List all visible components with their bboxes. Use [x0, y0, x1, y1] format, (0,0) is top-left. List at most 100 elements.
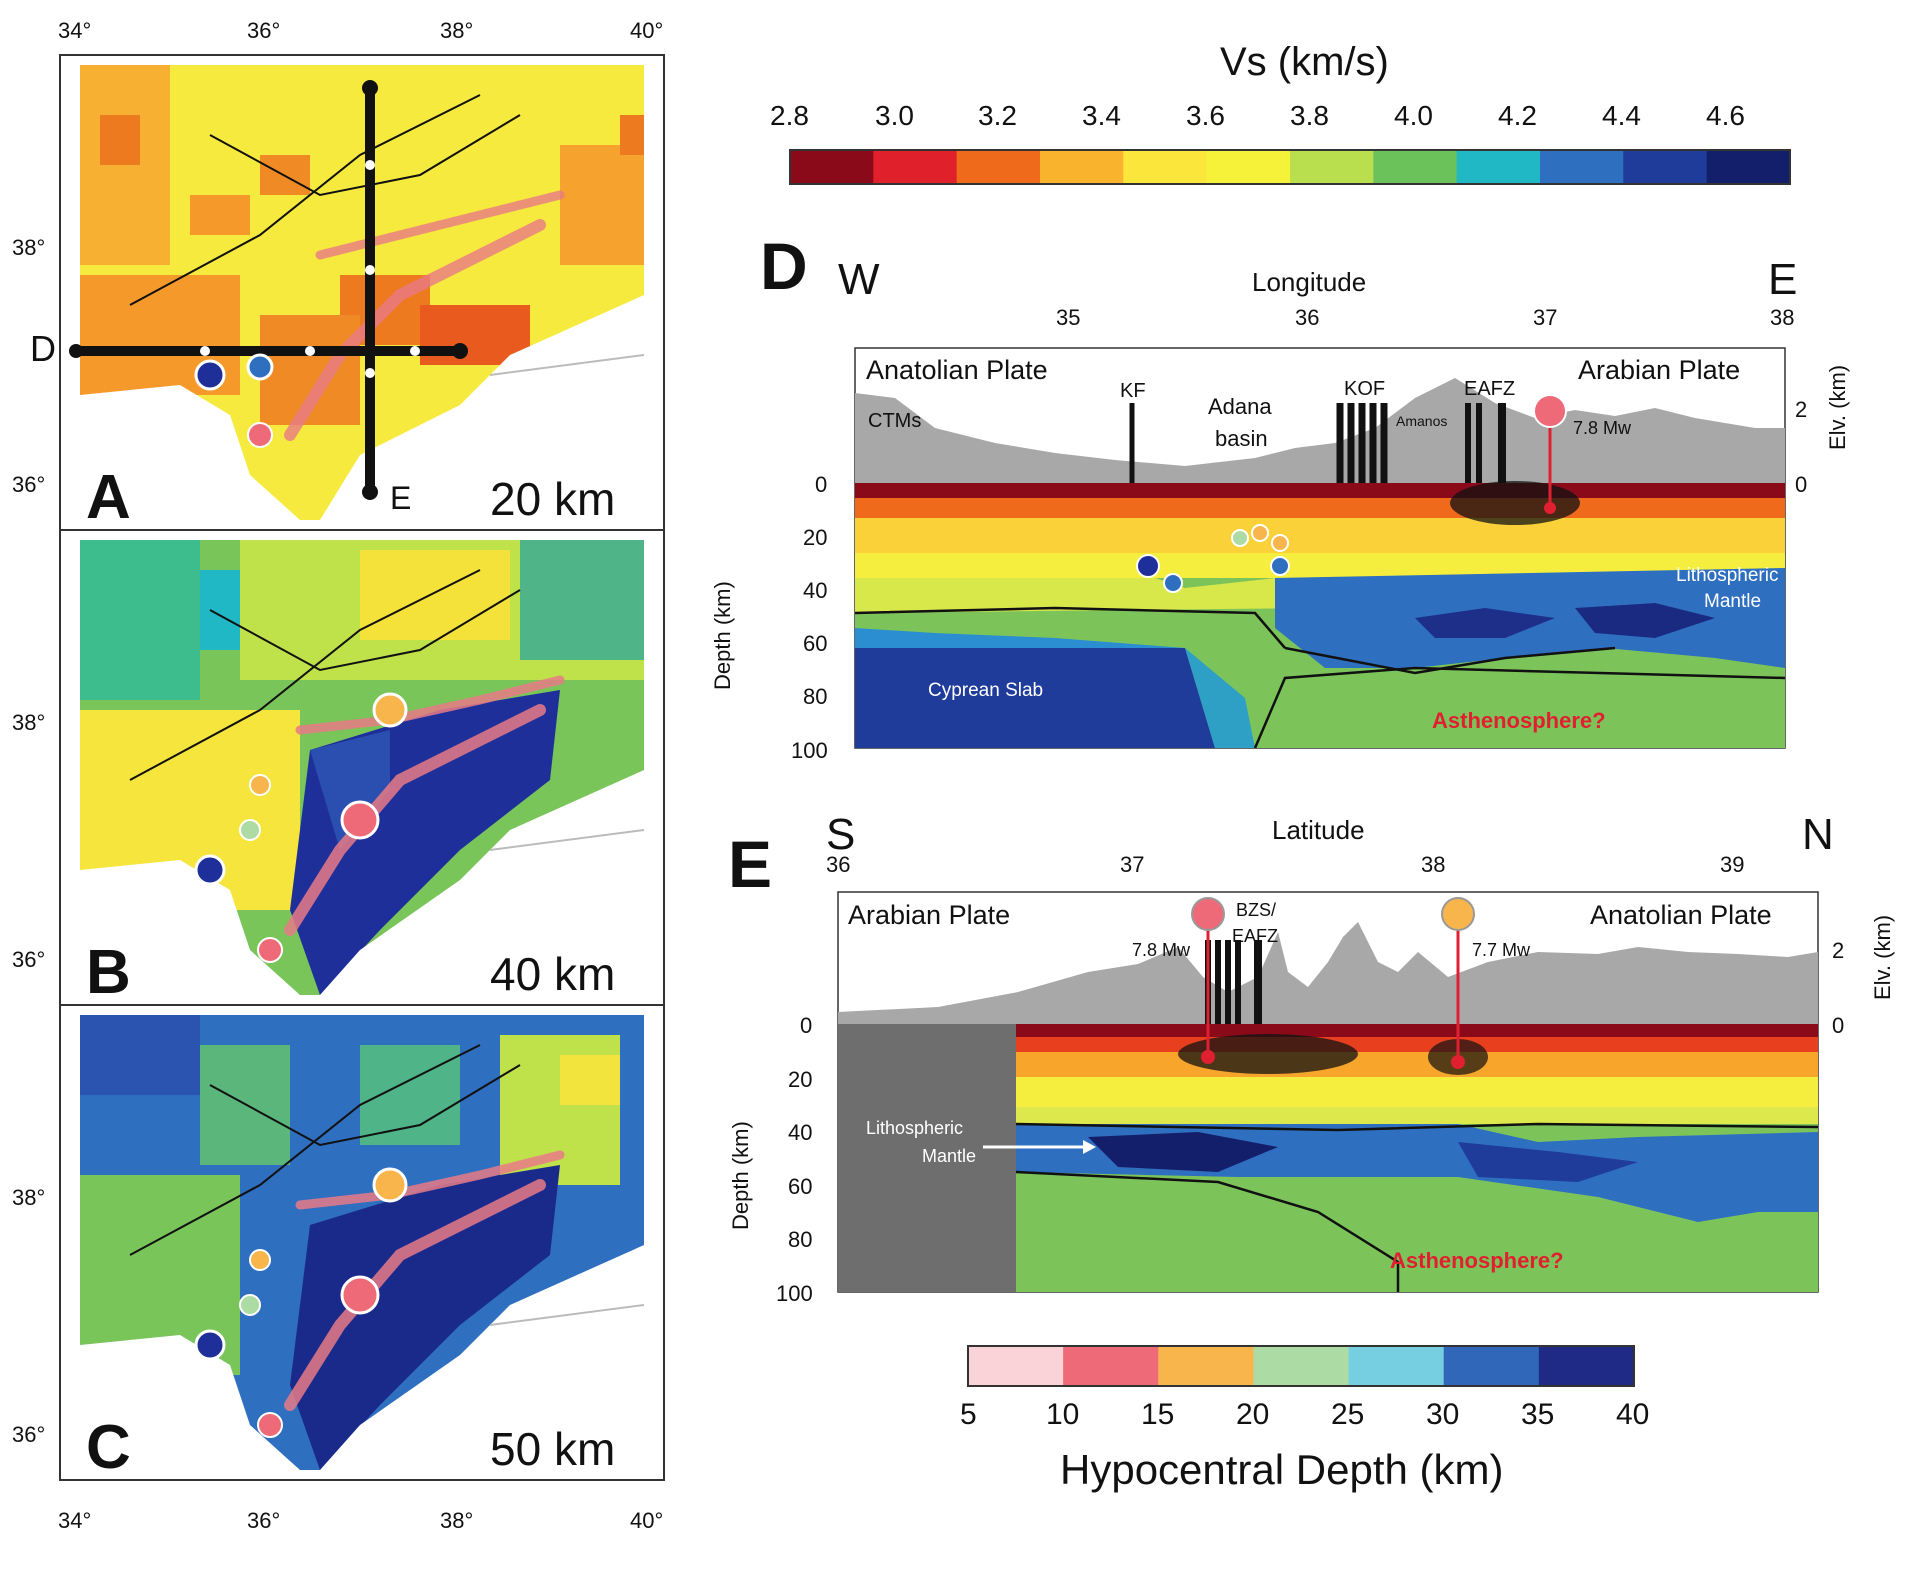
map-top-tick: 40°: [630, 18, 664, 43]
depth-tick: 35: [1521, 1398, 1555, 1431]
section-d-label-mw: 7.8 Mw: [1573, 418, 1632, 438]
section-e-y-tick: 100: [776, 1281, 813, 1306]
depth-colorbar-segment: [1253, 1346, 1350, 1386]
section-e-y-label: Depth (km): [728, 1121, 753, 1230]
vs-tick: 2.8: [770, 100, 809, 131]
map-lat-tick: 38°: [12, 710, 46, 735]
vs-colorbar-segment: [1373, 150, 1458, 184]
map-panel-depth-label: 40 km: [490, 948, 616, 1000]
depth-colorbar-segment: [1348, 1346, 1445, 1386]
depth-tick: 5: [960, 1398, 977, 1431]
section-e-plot: [837, 891, 1819, 1293]
section-d-east-label: E: [1768, 255, 1798, 304]
section-d-elv-tick: 0: [1795, 472, 1808, 497]
section-e-x-tick: 37: [1120, 852, 1145, 877]
map-lat-tick: 38°: [12, 235, 46, 260]
depth-tick: 25: [1331, 1398, 1365, 1431]
section-e-y-tick: 40: [788, 1120, 813, 1145]
vs-colorbar-segment: [1123, 150, 1208, 184]
profile-d-label: D: [30, 328, 56, 369]
vs-colorbar-segment: [956, 150, 1041, 184]
section-e-x-tick: 38: [1421, 852, 1446, 877]
section-e-y-tick: 60: [788, 1174, 813, 1199]
section-e-x-tick: 36: [826, 852, 851, 877]
depth-tick: 15: [1141, 1398, 1175, 1431]
vs-tick: 3.6: [1186, 100, 1225, 131]
vs-tick: 4.4: [1602, 100, 1641, 131]
section-d-x-tick: 37: [1533, 305, 1558, 330]
map-panel-b: [59, 529, 665, 1006]
section-e-label-mw2: 7.7 Mw: [1472, 940, 1531, 960]
vs-tick: 4.2: [1498, 100, 1537, 131]
map-panel-depth-label: 20 km: [490, 473, 616, 525]
profile-e-label: E: [390, 480, 412, 516]
section-d-label-kf: KF: [1120, 380, 1146, 402]
map-panel-letter: C: [86, 1413, 131, 1482]
map-lat-tick: 36°: [12, 472, 46, 497]
section-d-letter: D: [760, 229, 808, 303]
vs-tick: 4.0: [1394, 100, 1433, 131]
map-panel-letter: B: [86, 938, 131, 1007]
map-top-tick: 38°: [440, 18, 474, 43]
vs-colorbar-segment: [790, 150, 874, 184]
vs-colorbar-segment: [1623, 150, 1708, 184]
vs-tick: 3.2: [978, 100, 1017, 131]
section-d-y-tick: 0: [815, 472, 828, 497]
section-e-letter: E: [728, 827, 773, 901]
vs-colorbar-segment: [1040, 150, 1124, 184]
map-panel-a: [59, 54, 665, 531]
map-lat-tick: 36°: [12, 1422, 46, 1447]
vs-colorbar-segment: [1206, 150, 1291, 184]
section-e-y-tick: 20: [788, 1067, 813, 1092]
map-top-tick: 34°: [58, 18, 92, 43]
section-d-elv-tick: 2: [1795, 397, 1808, 422]
section-e-right-plate: Anatolian Plate: [1590, 900, 1772, 930]
depth-colorbar-border: [967, 1345, 1635, 1387]
section-d-plot: [854, 347, 1786, 749]
section-e-label-mw1: 7.8 Mw: [1132, 940, 1191, 960]
map-lat-tick: 36°: [12, 947, 46, 972]
section-d-x-tick: 36: [1295, 305, 1320, 330]
depth-colorbar-bar: [967, 1345, 1635, 1387]
map-panel-c: [59, 1004, 665, 1481]
vs-colorbar-segment: [1290, 150, 1374, 184]
depth-colorbar-ticks: 5 10 15 20 25 30 35 40: [952, 1398, 1672, 1438]
depth-colorbar-segment: [1538, 1346, 1635, 1386]
section-e-label-bzs1: BZS/: [1236, 900, 1277, 920]
depth-tick: 20: [1236, 1398, 1270, 1431]
section-e-south-label: S: [826, 810, 856, 859]
section-e-y-tick: 0: [800, 1013, 813, 1038]
map-bottom-tick: 36°: [247, 1508, 281, 1533]
section-d-right-plate: Arabian Plate: [1578, 355, 1741, 385]
depth-tick: 10: [1046, 1398, 1080, 1431]
vs-colorbar-border: [789, 149, 1791, 185]
section-e-label-bzs2: EAFZ: [1232, 926, 1279, 946]
section-e-label-litho1: Lithospheric: [866, 1118, 964, 1138]
vs-colorbar-segment: [1540, 150, 1624, 184]
section-d-label-amanos: Amanos: [1396, 413, 1448, 429]
map-bottom-tick: 38°: [440, 1508, 474, 1533]
section-d-label-kof: KOF: [1344, 378, 1386, 400]
section-d-label-eafz: EAFZ: [1464, 378, 1516, 400]
section-d-label-slab: Cyprean Slab: [928, 680, 1044, 701]
depth-colorbar-segment: [1158, 1346, 1254, 1386]
vs-colorbar-title: Vs (km/s): [1220, 40, 1389, 84]
depth-tick: 40: [1616, 1398, 1650, 1431]
section-d-label-litho1: Lithospheric: [1676, 565, 1779, 586]
vs-colorbar-segment: [1706, 150, 1791, 184]
map-bottom-tick: 40°: [630, 1508, 664, 1533]
map-panel-depth-label: 50 km: [490, 1423, 616, 1475]
depth-colorbar-segment: [1443, 1346, 1540, 1386]
section-e-elv-label: Elv. (km): [1870, 914, 1895, 1000]
depth-colorbar-title: Hypocentral Depth (km): [1060, 1446, 1504, 1493]
section-d-left-plate: Anatolian Plate: [866, 355, 1048, 385]
section-d-y-tick: 80: [803, 684, 828, 709]
map-lat-tick: 38°: [12, 1185, 46, 1210]
map-top-tick: 36°: [247, 18, 281, 43]
section-d-label-litho2: Mantle: [1704, 591, 1762, 612]
vs-tick: 4.6: [1706, 100, 1745, 131]
section-d-y-tick: 100: [791, 738, 828, 763]
section-e-elv-tick: 0: [1832, 1013, 1845, 1038]
section-e-y-tick: 80: [788, 1227, 813, 1252]
section-d-label-astheno: Asthenosphere?: [1432, 708, 1606, 733]
